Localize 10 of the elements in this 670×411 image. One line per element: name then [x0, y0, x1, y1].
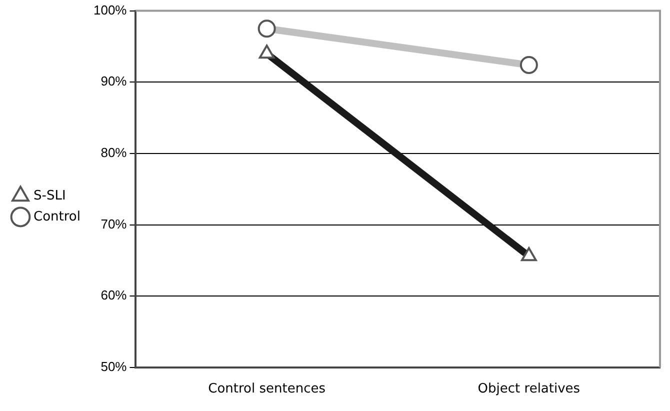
legend-label: S-SLI [34, 188, 66, 204]
y-tick-label: 50% [100, 358, 128, 374]
y-tick-label: 100% [93, 2, 128, 18]
y-tick-label: 70% [100, 216, 128, 232]
legend-label: Control [34, 209, 80, 224]
x-tick-label: Object relatives [478, 382, 580, 397]
y-tick-label: 80% [100, 145, 128, 160]
x-tick-label: Control sentences [208, 382, 326, 397]
y-tick-label: 90% [100, 74, 128, 89]
y-tick-label: 60% [100, 288, 128, 303]
